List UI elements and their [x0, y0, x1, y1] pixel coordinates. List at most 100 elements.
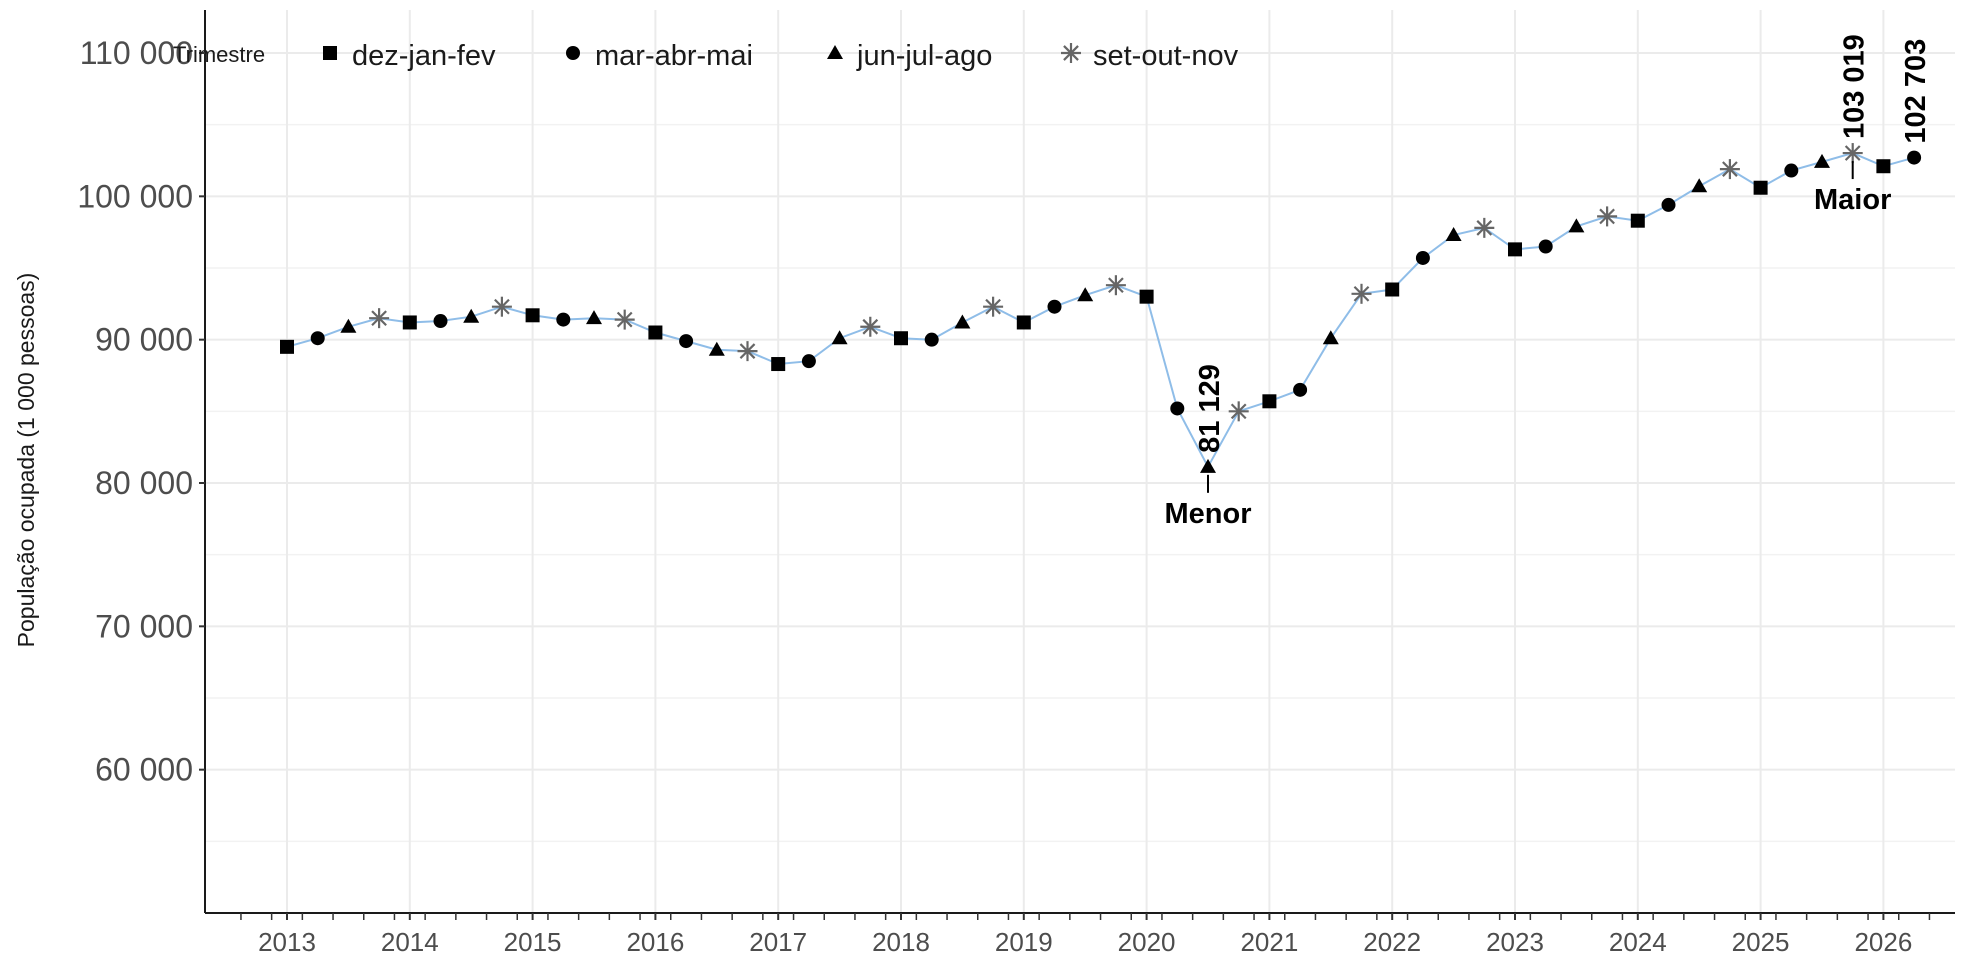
triangle-point: [831, 330, 848, 345]
annotation-layer: 81 129 Menor 103 019 Maior 102 703: [1165, 34, 1933, 530]
triangle-point: [1568, 218, 1585, 233]
y-tick-label: 60 000: [95, 752, 193, 788]
x-tick-label: 2021: [1240, 927, 1298, 955]
annotation-word: Menor: [1165, 498, 1252, 530]
circle-point: [1047, 299, 1062, 314]
legend-entry-label: mar-abr-mai: [595, 40, 753, 72]
asterisk-stroke: [1353, 285, 1370, 302]
triangle-point: [586, 310, 602, 325]
x-tick-label: 2018: [872, 927, 930, 955]
square-point: [1630, 213, 1645, 228]
y-tick-label: 70 000: [95, 608, 193, 644]
circle-point: [433, 314, 448, 329]
triangle-point: [1200, 458, 1216, 473]
asterisk-point: [1474, 217, 1495, 238]
y-tick-label: 110 000: [80, 35, 193, 71]
asterisk-point: [614, 309, 635, 330]
legend-entry-label: set-out-nov: [1093, 40, 1239, 72]
asterisk-stroke: [739, 343, 756, 359]
asterisk-stroke: [616, 311, 633, 328]
axis-layer: 60 000 70 000 80 000 90 000 100 000 110 000 20…: [77, 10, 1955, 957]
circle-point: [556, 312, 571, 327]
square-point: [894, 331, 908, 346]
asterisk-stroke: [1063, 45, 1079, 61]
asterisk-stroke: [862, 318, 879, 335]
square-point: [1385, 282, 1400, 297]
square-point: [1876, 159, 1891, 174]
asterisk-point: [1842, 143, 1863, 164]
circle-point: [310, 331, 325, 346]
circle-point: [1907, 150, 1922, 165]
asterisk-stroke: [1476, 220, 1493, 236]
square-point: [1016, 315, 1031, 330]
asterisk-stroke: [1599, 208, 1615, 225]
square-point: [648, 325, 663, 340]
y-axis-label: População ocupada (1 000 pessoas): [13, 273, 39, 648]
asterisk-point: [860, 316, 881, 337]
asterisk-point: [491, 296, 512, 317]
asterisk-point: [1351, 283, 1372, 304]
asterisk-point: [1105, 275, 1126, 296]
square-point: [1508, 242, 1522, 257]
x-tick-label: 2014: [381, 927, 439, 955]
grid-layer: [205, 10, 1955, 913]
asterisk-stroke: [1230, 403, 1247, 420]
square-point: [525, 308, 540, 323]
asterisk-stroke: [371, 310, 387, 327]
square-point: [1753, 180, 1768, 195]
triangle-point: [708, 341, 725, 356]
circle-point: [801, 354, 816, 369]
legend-square-icon: [323, 46, 337, 60]
x-tick-label: 2025: [1732, 927, 1790, 955]
circle-point: [1784, 163, 1799, 178]
square-point: [402, 315, 417, 330]
y-tick-label: 80 000: [95, 465, 193, 501]
asterisk-point: [737, 341, 758, 362]
asterisk-stroke: [985, 298, 1001, 315]
triangle-point: [1814, 153, 1830, 168]
circle-point: [1538, 239, 1553, 254]
triangle-point: [1691, 178, 1708, 193]
circle-point: [1661, 197, 1676, 212]
circle-point: [1415, 250, 1430, 265]
circle-point: [924, 332, 939, 347]
x-tick-label: 2016: [626, 927, 684, 955]
square-point: [771, 357, 786, 372]
annotation-value-label: 102 703: [1900, 39, 1932, 144]
x-tick-label: 2026: [1854, 927, 1912, 955]
asterisk-stroke: [1844, 145, 1861, 161]
square-point: [1139, 289, 1154, 304]
triangle-point: [463, 308, 480, 323]
y-tick-label: 100 000: [77, 178, 193, 214]
legend-title: Trimestre: [173, 42, 265, 67]
x-tick-label: 2023: [1486, 927, 1544, 955]
x-tick-label: 2013: [258, 927, 316, 955]
asterisk-stroke: [494, 298, 510, 315]
legend: Trimestre dez-jan-fev mar-abr-mai jun-jul-a…: [173, 40, 1239, 72]
asterisk-point: [1719, 159, 1740, 180]
asterisk-point: [1597, 206, 1618, 227]
triangle-point: [1077, 287, 1094, 302]
legend-triangle-icon: [827, 45, 843, 59]
x-tick-label: 2015: [504, 927, 562, 955]
x-tick-label: 2019: [995, 927, 1053, 955]
x-tick-label: 2020: [1118, 927, 1176, 955]
asterisk-stroke: [1722, 161, 1738, 177]
x-tick-label: 2022: [1363, 927, 1421, 955]
annotation-word: Maior: [1814, 184, 1891, 216]
annotation-value-label: 103 019: [1839, 34, 1871, 139]
circle-point: [1293, 382, 1308, 397]
series-point-layer: [280, 143, 1922, 473]
triangle-point: [1322, 330, 1339, 345]
circle-point: [1170, 401, 1185, 416]
legend-circle-icon: [566, 46, 580, 60]
asterisk-point: [369, 308, 390, 329]
square-point: [280, 339, 294, 354]
legend-entry-label: jun-jul-ago: [856, 40, 992, 72]
circle-point: [679, 334, 694, 349]
triangle-point: [1445, 227, 1462, 242]
asterisk-stroke: [1108, 277, 1124, 294]
y-tick-label: 90 000: [95, 322, 193, 358]
